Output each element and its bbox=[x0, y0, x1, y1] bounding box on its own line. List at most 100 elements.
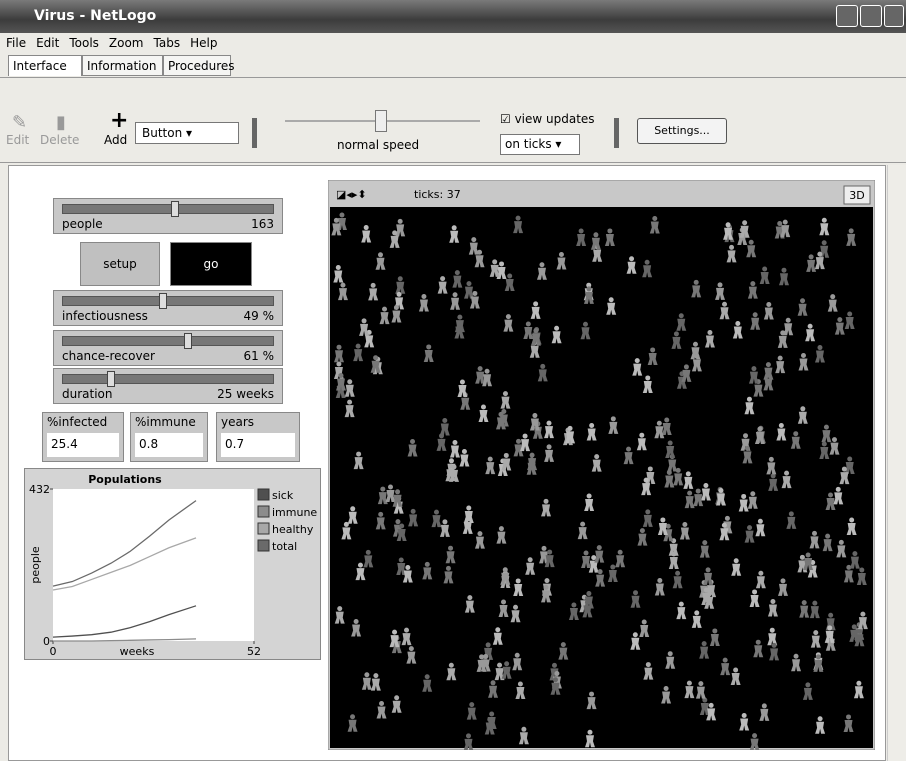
turtle-head bbox=[405, 565, 410, 570]
turtle-head bbox=[466, 281, 471, 286]
turtle-head bbox=[722, 302, 727, 307]
turtle-head bbox=[664, 686, 669, 691]
turtle-head bbox=[805, 682, 810, 687]
turtle-head bbox=[356, 452, 361, 457]
minimize-button[interactable] bbox=[836, 5, 858, 27]
tab[interactable]: Interface bbox=[8, 55, 82, 76]
setup-button[interactable]: setup bbox=[80, 242, 160, 286]
slider-label: duration bbox=[62, 387, 113, 401]
menu-item[interactable]: Help bbox=[190, 36, 217, 50]
turtle-head bbox=[398, 276, 403, 281]
turtle-head bbox=[547, 444, 552, 449]
menu-item[interactable]: Zoom bbox=[109, 36, 144, 50]
turtle-head bbox=[735, 321, 740, 326]
scrollbar[interactable] bbox=[887, 165, 906, 761]
turtle-head bbox=[455, 270, 460, 275]
turtle-head bbox=[832, 437, 837, 442]
turtle-head bbox=[742, 220, 747, 225]
turtle-head bbox=[379, 701, 384, 706]
view-updates-checkbox[interactable]: ☑ view updates bbox=[500, 112, 595, 126]
turtle-head bbox=[750, 281, 755, 286]
turtle-head bbox=[794, 654, 799, 659]
turtle-head bbox=[674, 331, 679, 336]
turtle-head bbox=[516, 578, 521, 583]
x-tick-label: 0 bbox=[50, 645, 57, 658]
turtle-head bbox=[479, 654, 484, 659]
slider-thumb[interactable] bbox=[171, 201, 179, 217]
slider-thumb[interactable] bbox=[184, 333, 192, 349]
turtle-head bbox=[686, 471, 691, 476]
add-button[interactable]: +Add bbox=[104, 108, 128, 147]
menu-bar: File Edit Tools Zoom Tabs Help bbox=[6, 36, 227, 50]
menu-item[interactable]: File bbox=[6, 36, 26, 50]
turtle-head bbox=[729, 245, 734, 250]
turtle-head bbox=[808, 324, 813, 329]
turtle-head bbox=[532, 413, 537, 418]
speed-slider[interactable] bbox=[375, 110, 387, 132]
slider[interactable]: duration 25 weeks bbox=[53, 368, 283, 404]
tick-counter: ticks: 37 bbox=[414, 188, 461, 201]
turtle-head bbox=[849, 517, 854, 522]
monitor-value: 25.4 bbox=[47, 433, 119, 457]
turtle-head bbox=[837, 317, 842, 322]
turtle-head bbox=[758, 519, 763, 524]
turtle-head bbox=[547, 550, 552, 555]
turtle-head bbox=[687, 491, 692, 496]
go-button[interactable]: go bbox=[170, 242, 252, 286]
menu-item[interactable]: Tabs bbox=[154, 36, 181, 50]
slider-thumb[interactable] bbox=[107, 371, 115, 387]
delete-button[interactable]: ▮Delete bbox=[40, 112, 79, 147]
turtle-head bbox=[586, 286, 591, 291]
update-mode-dropdown[interactable]: on ticks ▾ bbox=[500, 134, 580, 155]
turtle-head bbox=[506, 314, 511, 319]
slider-value: 25 weeks bbox=[217, 387, 274, 401]
turtle-head bbox=[462, 449, 467, 454]
close-button[interactable] bbox=[884, 5, 904, 27]
widget-type-dropdown[interactable]: Button ▾ bbox=[135, 122, 239, 144]
turtle-head bbox=[657, 578, 662, 583]
turtle-head bbox=[452, 440, 457, 445]
turtle-head bbox=[398, 219, 403, 224]
turtle-head bbox=[860, 612, 865, 617]
menu-item[interactable]: Edit bbox=[36, 36, 59, 50]
turtle-head bbox=[800, 555, 805, 560]
menu-item[interactable]: Tools bbox=[69, 36, 99, 50]
slider-track bbox=[62, 374, 274, 384]
turtle-head bbox=[526, 322, 531, 327]
edit-label: Edit bbox=[6, 133, 29, 147]
slider-label: infectiousness bbox=[62, 309, 148, 323]
tab[interactable]: Information bbox=[82, 55, 163, 76]
turtle-head bbox=[404, 628, 409, 633]
turtle-head bbox=[822, 441, 827, 446]
turtle-head bbox=[477, 531, 482, 536]
settings-button[interactable]: Settings... bbox=[637, 118, 727, 144]
view-updates-label: view updates bbox=[515, 112, 595, 126]
turtle-head bbox=[397, 292, 402, 297]
turtle-head bbox=[812, 601, 817, 606]
edit-button[interactable]: ✎Edit bbox=[6, 112, 29, 147]
turtle-head bbox=[783, 220, 788, 225]
turtle-head bbox=[780, 578, 785, 583]
turtle-head bbox=[594, 454, 599, 459]
turtle-head bbox=[812, 531, 817, 536]
turtle-head bbox=[645, 509, 650, 514]
slider-track bbox=[62, 204, 274, 214]
maximize-button[interactable] bbox=[860, 5, 882, 27]
world-view: ◪◂▸⬍ticks: 373D bbox=[328, 180, 875, 750]
turtle-head bbox=[533, 328, 538, 333]
turtle-head bbox=[347, 400, 352, 405]
plot: Populationsweekspeople0520432sickimmuneh… bbox=[24, 468, 321, 660]
turtle-head bbox=[800, 406, 805, 411]
slider-thumb[interactable] bbox=[159, 293, 167, 309]
monitor-label: %infected bbox=[47, 415, 119, 429]
tab[interactable]: Procedures bbox=[163, 55, 231, 76]
turtle-head bbox=[802, 600, 807, 605]
turtle-head bbox=[693, 342, 698, 347]
turtle-head bbox=[668, 441, 673, 446]
turtle-head bbox=[449, 458, 454, 463]
turtle-head bbox=[639, 433, 644, 438]
turtle-head bbox=[543, 585, 548, 590]
